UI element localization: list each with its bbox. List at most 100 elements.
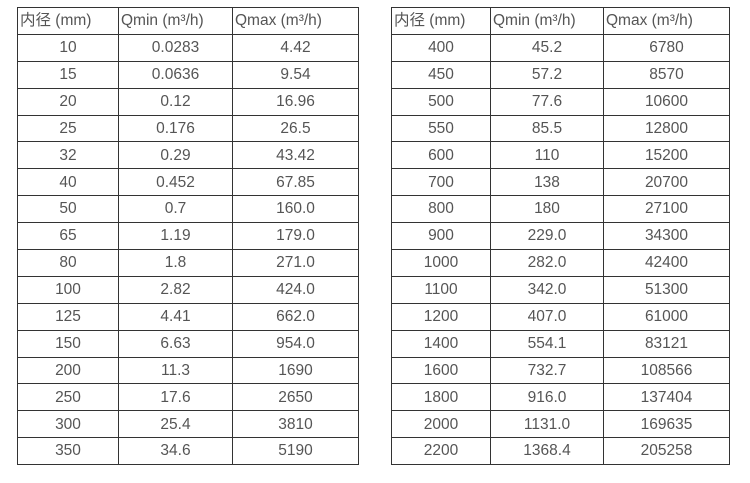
table-cell: 34300 bbox=[603, 222, 730, 251]
table-row: 10 0.0283 4.42 bbox=[17, 33, 359, 62]
table-row: 350 34.6 5190 bbox=[17, 437, 359, 466]
table-cell: 900 bbox=[391, 222, 491, 251]
table-row: 900 229.0 34300 bbox=[391, 222, 730, 251]
table-cell: 400 bbox=[391, 33, 491, 62]
table-row: 250 17.6 2650 bbox=[17, 383, 359, 412]
table-row: 1800 916.0 137404 bbox=[391, 383, 730, 412]
table-row: 40 0.452 67.85 bbox=[17, 168, 359, 197]
table-cell: 32 bbox=[17, 141, 119, 170]
table-cell: 550 bbox=[391, 114, 491, 143]
table-cell: 100 bbox=[17, 275, 119, 304]
table-cell: 500 bbox=[391, 87, 491, 116]
table-cell: 15200 bbox=[603, 141, 730, 170]
table-cell: 2.82 bbox=[118, 275, 233, 304]
table-cell: 0.0283 bbox=[118, 33, 233, 62]
table-row: 1400 554.1 83121 bbox=[391, 329, 730, 358]
table-row: 50 0.7 160.0 bbox=[17, 195, 359, 224]
table-cell: 1.19 bbox=[118, 222, 233, 251]
table-cell: 138 bbox=[490, 168, 604, 197]
table-cell: 407.0 bbox=[490, 302, 604, 331]
table-cell: 137404 bbox=[603, 383, 730, 412]
table-row: 700 138 20700 bbox=[391, 168, 730, 197]
table-cell: 17.6 bbox=[118, 383, 233, 412]
table-cell: 205258 bbox=[603, 437, 730, 466]
table-cell: 80 bbox=[17, 249, 119, 277]
table-cell: 954.0 bbox=[232, 329, 359, 358]
table-cell: 350 bbox=[17, 437, 119, 466]
table-cell: 662.0 bbox=[232, 302, 359, 331]
col-header-inner-diameter: 内径 (mm) bbox=[17, 7, 119, 35]
table-cell: 2650 bbox=[232, 383, 359, 412]
col-header-qmin: Qmin (m³/h) bbox=[490, 7, 604, 35]
table-cell: 200 bbox=[17, 356, 119, 385]
table-cell: 65 bbox=[17, 222, 119, 251]
table-cell: 8570 bbox=[603, 60, 730, 89]
table-row: 2200 1368.4 205258 bbox=[391, 437, 730, 466]
table-cell: 300 bbox=[17, 410, 119, 439]
table-cell: 282.0 bbox=[490, 249, 604, 277]
header-row: 内径 (mm) Qmin (m³/h) Qmax (m³/h) bbox=[391, 7, 730, 35]
table-row: 1100 342.0 51300 bbox=[391, 275, 730, 304]
table-cell: 250 bbox=[17, 383, 119, 412]
table-cell: 0.29 bbox=[118, 141, 233, 170]
table-cell: 179.0 bbox=[232, 222, 359, 251]
table-cell: 1400 bbox=[391, 329, 491, 358]
col-header-inner-diameter: 内径 (mm) bbox=[391, 7, 491, 35]
table-row: 550 85.5 12800 bbox=[391, 114, 730, 143]
table-cell: 67.85 bbox=[232, 168, 359, 197]
table-cell: 45.2 bbox=[490, 33, 604, 62]
table-cell: 916.0 bbox=[490, 383, 604, 412]
table-cell: 554.1 bbox=[490, 329, 604, 358]
table-cell: 27100 bbox=[603, 195, 730, 224]
table-cell: 85.5 bbox=[490, 114, 604, 143]
table-cell: 5190 bbox=[232, 437, 359, 466]
table-row: 20 0.12 16.96 bbox=[17, 87, 359, 116]
table-row: 80 1.8 271.0 bbox=[17, 249, 359, 277]
table-cell: 150 bbox=[17, 329, 119, 358]
table-cell: 1690 bbox=[232, 356, 359, 385]
table-row: 32 0.29 43.42 bbox=[17, 141, 359, 170]
table-row: 400 45.2 6780 bbox=[391, 33, 730, 62]
table-cell: 4.42 bbox=[232, 33, 359, 62]
table-cell: 50 bbox=[17, 195, 119, 224]
table-cell: 0.0636 bbox=[118, 60, 233, 89]
table-row: 800 180 27100 bbox=[391, 195, 730, 224]
table-cell: 0.12 bbox=[118, 87, 233, 116]
table-cell: 20 bbox=[17, 87, 119, 116]
col-header-qmax: Qmax (m³/h) bbox=[603, 7, 730, 35]
table-cell: 160.0 bbox=[232, 195, 359, 224]
table-cell: 9.54 bbox=[232, 60, 359, 89]
table-row: 25 0.176 26.5 bbox=[17, 114, 359, 143]
table-cell: 732.7 bbox=[490, 356, 604, 385]
table-row: 15 0.0636 9.54 bbox=[17, 60, 359, 89]
table-cell: 110 bbox=[490, 141, 604, 170]
table-cell: 0.452 bbox=[118, 168, 233, 197]
table-cell: 180 bbox=[490, 195, 604, 224]
col-header-qmax: Qmax (m³/h) bbox=[232, 7, 359, 35]
table-cell: 10 bbox=[17, 33, 119, 62]
table-cell: 26.5 bbox=[232, 114, 359, 143]
flow-table-large-diameters: 内径 (mm) Qmin (m³/h) Qmax (m³/h) 400 45.2 6… bbox=[391, 7, 730, 466]
table-cell: 10600 bbox=[603, 87, 730, 116]
table-cell: 800 bbox=[391, 195, 491, 224]
table-cell: 6.63 bbox=[118, 329, 233, 358]
table-cell: 1.8 bbox=[118, 249, 233, 277]
table-cell: 40 bbox=[17, 168, 119, 197]
table-cell: 229.0 bbox=[490, 222, 604, 251]
col-header-qmin: Qmin (m³/h) bbox=[118, 7, 233, 35]
table-cell: 0.7 bbox=[118, 195, 233, 224]
table-cell: 77.6 bbox=[490, 87, 604, 116]
table-cell: 11.3 bbox=[118, 356, 233, 385]
table-cell: 43.42 bbox=[232, 141, 359, 170]
table-cell: 16.96 bbox=[232, 87, 359, 116]
table-cell: 25 bbox=[17, 114, 119, 143]
table-row: 1000 282.0 42400 bbox=[391, 249, 730, 277]
table-cell: 4.41 bbox=[118, 302, 233, 331]
table-cell: 342.0 bbox=[490, 275, 604, 304]
table-row: 150 6.63 954.0 bbox=[17, 329, 359, 358]
table-row: 1200 407.0 61000 bbox=[391, 302, 730, 331]
table-cell: 6780 bbox=[603, 33, 730, 62]
header-row: 内径 (mm) Qmin (m³/h) Qmax (m³/h) bbox=[17, 7, 359, 35]
table-cell: 61000 bbox=[603, 302, 730, 331]
table-cell: 1800 bbox=[391, 383, 491, 412]
